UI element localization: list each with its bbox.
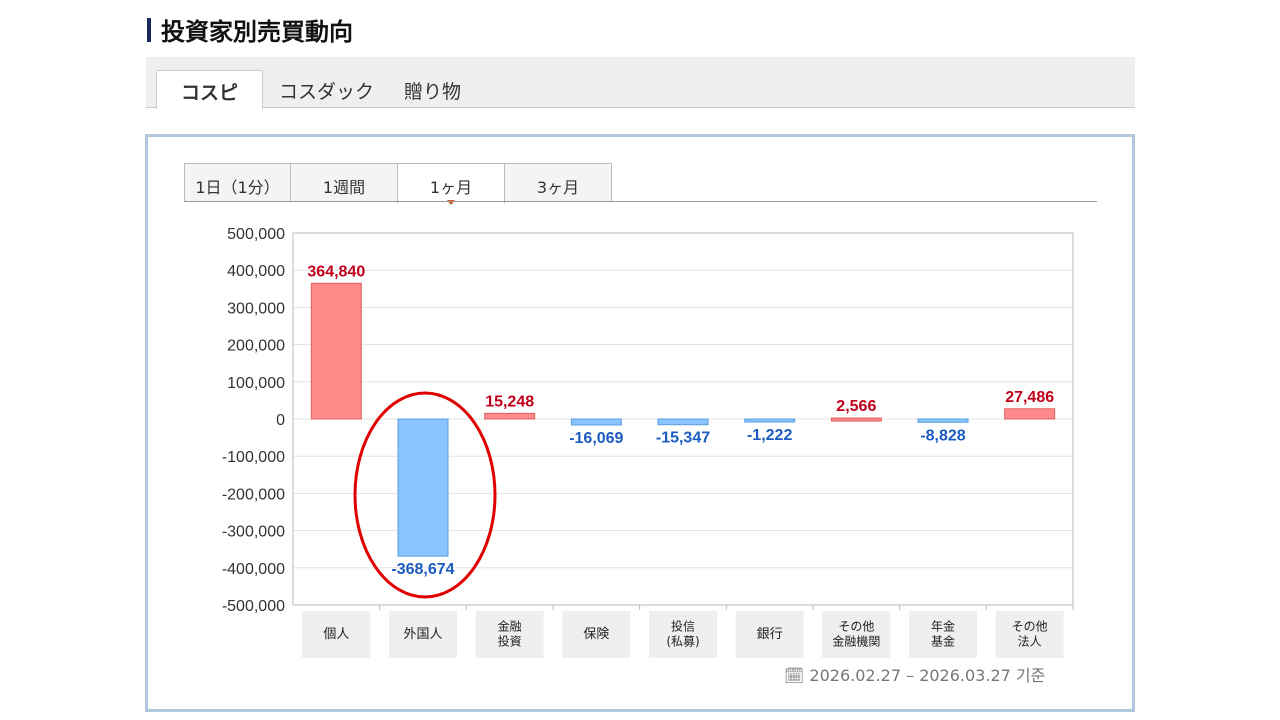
category-label-box xyxy=(389,611,457,658)
tab-kosdaq[interactable]: コスダック xyxy=(279,81,375,103)
category-label: 投資 xyxy=(498,634,522,649)
market-tabs: コスピ コスダック 贈り物 xyxy=(146,57,1135,109)
category-label: (私募) xyxy=(666,635,699,649)
data-label: -8,828 xyxy=(920,427,965,444)
category-label-box xyxy=(735,611,804,658)
category-label: 金融機関 xyxy=(832,634,880,649)
calendar-icon: 🗓 xyxy=(784,666,805,685)
category-label: 個人 xyxy=(323,627,349,642)
category-label-box xyxy=(475,611,544,658)
bar xyxy=(830,417,882,422)
data-label: -16,069 xyxy=(569,430,623,447)
category-label-box xyxy=(562,611,631,658)
bar xyxy=(570,418,622,426)
y-tick-label: 0 xyxy=(276,412,285,429)
data-label: 364,840 xyxy=(307,263,365,280)
category-label-box xyxy=(649,611,717,658)
data-label: 27,486 xyxy=(1005,389,1054,406)
category-label-box xyxy=(302,611,371,658)
y-tick-label: 100,000 xyxy=(227,375,285,392)
annotation-ellipse xyxy=(353,391,497,599)
category-label: 基金 xyxy=(931,634,955,649)
bar xyxy=(310,282,362,420)
category-label-box xyxy=(822,611,891,658)
tab-gift[interactable]: 贈り物 xyxy=(404,81,462,103)
bar xyxy=(484,412,536,420)
data-label: 2,566 xyxy=(836,398,876,415)
category-label-box xyxy=(995,611,1064,658)
date-range: 🗓 2026.02.27 – 2026.03.27 기준 xyxy=(784,666,1046,685)
category-label: その他 xyxy=(1012,620,1048,634)
tab-1week[interactable]: 1週間 xyxy=(290,163,398,202)
category-label: その他 xyxy=(838,620,874,634)
title-accent-bar xyxy=(147,17,151,42)
y-tick-label: 300,000 xyxy=(227,300,285,317)
y-tick-label: -500,000 xyxy=(222,598,285,615)
category-label: 外国人 xyxy=(403,627,442,642)
data-label: -1,222 xyxy=(747,427,792,444)
category-label: 年金 xyxy=(931,619,955,634)
tab-1month[interactable]: 1ヶ月 xyxy=(397,163,505,205)
data-label: -368,674 xyxy=(391,561,454,578)
category-label: 投信 xyxy=(671,619,695,634)
bar xyxy=(1004,408,1056,420)
y-tick-label: -400,000 xyxy=(222,561,285,578)
data-label: 15,248 xyxy=(485,393,534,410)
category-label: 保険 xyxy=(583,627,609,642)
category-label-box xyxy=(909,611,977,658)
category-label: 銀行 xyxy=(757,627,783,642)
y-tick-label: -300,000 xyxy=(222,524,285,541)
page-title: 投資家別売買動向 xyxy=(147,12,353,47)
bar xyxy=(917,418,969,423)
y-tick-label: 200,000 xyxy=(227,338,285,355)
tab-3month[interactable]: 3ヶ月 xyxy=(504,163,612,202)
selected-caret-icon xyxy=(447,200,455,205)
tab-1day[interactable]: 1日（1分） xyxy=(184,163,291,202)
category-label: 法人 xyxy=(1018,635,1042,649)
tab-underline xyxy=(184,201,1097,202)
bar xyxy=(657,418,709,426)
y-tick-label: 500,000 xyxy=(227,226,285,243)
tab-kospi[interactable]: コスピ xyxy=(156,70,263,109)
y-tick-label: -200,000 xyxy=(222,486,285,503)
category-label: 金融 xyxy=(498,619,522,634)
y-tick-label: 400,000 xyxy=(227,263,285,280)
bar xyxy=(744,418,796,423)
bar xyxy=(397,418,449,557)
data-label: -15,347 xyxy=(656,430,710,447)
y-tick-label: -100,000 xyxy=(222,449,285,466)
